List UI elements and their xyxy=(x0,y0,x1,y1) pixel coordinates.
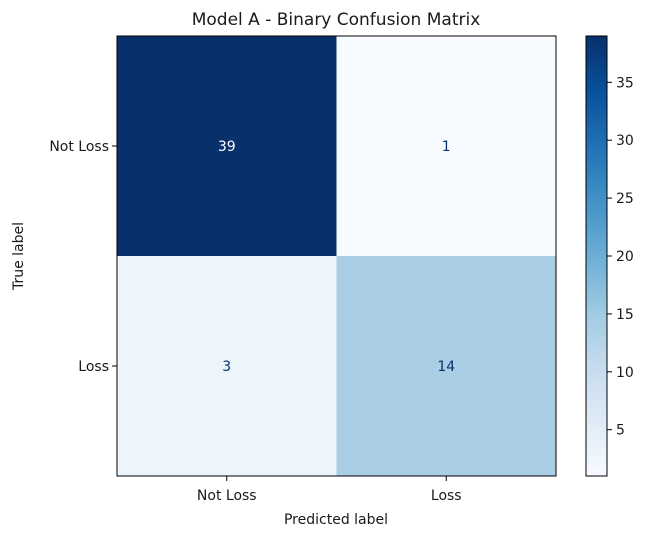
x-axis-ticks: Not Loss Loss xyxy=(197,476,462,504)
colorbar-tick-label: 30 xyxy=(616,133,634,149)
x-axis-label: Predicted label xyxy=(284,512,388,528)
colorbar-tick-label: 5 xyxy=(616,423,625,439)
x-tick-label: Loss xyxy=(431,488,462,504)
plot-frame xyxy=(116,35,557,477)
cell-value-label: 39 xyxy=(218,139,236,155)
cell-value-label: 3 xyxy=(222,359,231,375)
cell-value-labels: 39 1 3 14 xyxy=(218,139,455,375)
cell-value-label: 1 xyxy=(442,139,451,155)
y-axis-label: True label xyxy=(11,222,27,291)
colorbar-tick-label: 15 xyxy=(616,307,634,323)
colorbar-tick-label: 25 xyxy=(616,191,634,207)
x-tick-label: Not Loss xyxy=(197,488,257,504)
chart-title: Model A - Binary Confusion Matrix xyxy=(192,10,481,30)
colorbar-tick-label: 20 xyxy=(616,249,634,265)
y-axis-ticks: Not Loss Loss xyxy=(49,139,117,375)
y-tick-label: Loss xyxy=(78,359,109,375)
matrix-cell xyxy=(117,256,337,476)
cell-value-label: 14 xyxy=(437,359,455,375)
colorbar-tick-label: 35 xyxy=(616,75,634,91)
matrix-cell xyxy=(336,256,556,476)
matrix-cell xyxy=(336,36,556,256)
colorbar-ticks: 5 10 15 20 25 30 35 xyxy=(607,75,634,439)
colorbar-tick-label: 10 xyxy=(616,365,634,381)
matrix-cells xyxy=(117,36,556,476)
colorbar xyxy=(585,35,608,477)
y-tick-label: Not Loss xyxy=(49,139,109,155)
matrix-cell xyxy=(117,36,337,256)
